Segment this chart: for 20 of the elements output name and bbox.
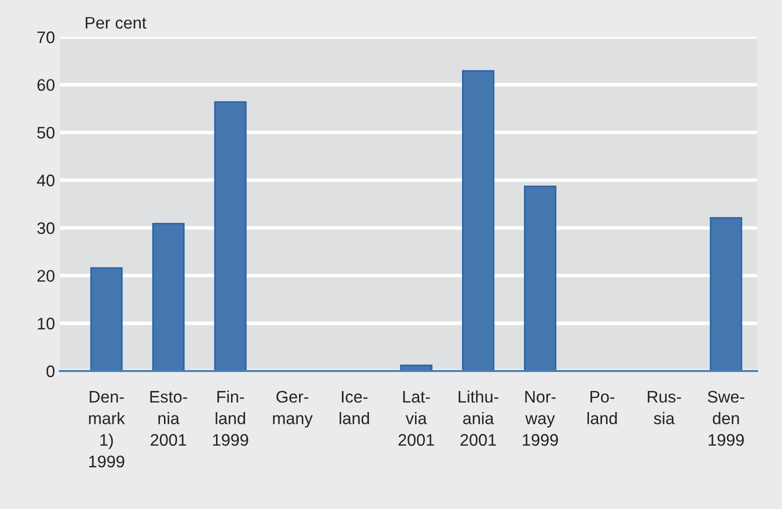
- x-tick-label: Fin- land 1999: [213, 390, 248, 446]
- y-tick-label: 10: [38, 318, 54, 330]
- x-tick-label: Den- mark 1) 1999: [89, 391, 126, 468]
- x-tick-label: Esto- nia 2001: [150, 391, 188, 446]
- y-tick-label: 20: [37, 270, 54, 282]
- x-tick-label: Ger- many: [273, 390, 313, 428]
- y-tick-label: 60: [37, 79, 54, 91]
- x-tick-label: Lat- via 2001: [398, 391, 434, 446]
- y-tick-label: 70: [37, 31, 54, 44]
- y-tick-label: 0: [46, 365, 54, 378]
- y-tick-label: 30: [37, 222, 54, 234]
- y-axis-title: Per cent: [86, 17, 146, 29]
- y-tick-label: 50: [37, 126, 54, 139]
- x-tick-label: Nor- way 1999: [522, 391, 558, 446]
- x-tick-label: Rus- sia: [648, 391, 681, 424]
- x-tick-label: Swe- den 1999: [708, 390, 744, 446]
- x-tick-label: Ice- land: [340, 391, 369, 424]
- x-tick-label: Po- land: [587, 391, 617, 424]
- x-tick-label: Lithu- ania 2001: [458, 390, 498, 446]
- y-tick-label: 40: [36, 174, 54, 186]
